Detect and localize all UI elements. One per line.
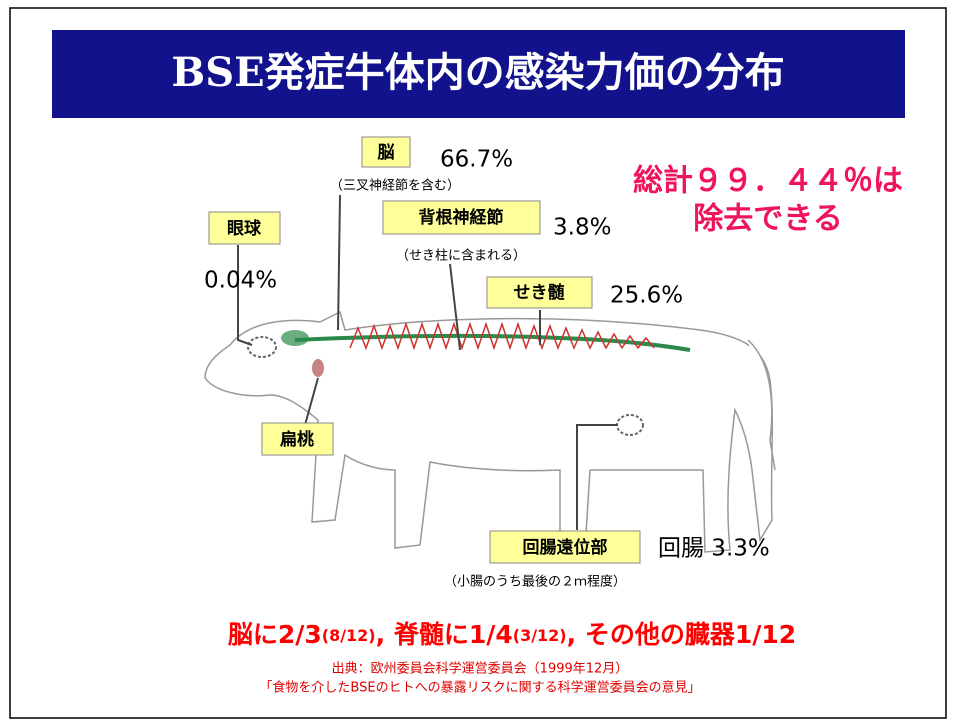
label-name: 回腸遠位部: [523, 537, 608, 558]
label-name: 脳: [378, 143, 395, 163]
source-line: 「食物を介したBSEのヒトへの暴露リスクに関する科学運営委員会の意見」: [259, 680, 700, 696]
label-note: （三叉神経節を含む）: [330, 178, 460, 194]
summary-part: 脳に2/3: [228, 620, 322, 649]
title: BSE発症牛体内の感染力価の分布: [171, 49, 784, 96]
label-value: 25.6%: [610, 283, 683, 309]
label-note: （小腸のうち最後の２ｍ程度）: [444, 574, 626, 590]
leader-line: [338, 195, 340, 330]
summary: 脳に2/3(8/12), 脊髄に1/4(3/12), その他の臓器1/12: [228, 620, 796, 649]
summary-part: , 脊髄に1/4: [376, 620, 513, 649]
label-value: 66.7%: [440, 147, 513, 173]
source-line: 出典：欧州委員会科学運営委員会（1999年12月）: [332, 661, 629, 677]
label-value: 3.8%: [553, 215, 611, 241]
label-name: 背根神経節: [419, 207, 504, 228]
summary-part: (8/12): [322, 626, 376, 645]
slide: BSE発症牛体内の感染力価の分布 脳 66.7% （三叉神経節を含む） 眼球 0…: [0, 0, 956, 723]
label-name: せき髄: [514, 282, 566, 303]
label-value: 回腸 3.3%: [658, 536, 770, 562]
total-line: 除去できる: [693, 202, 842, 237]
summary-part: , その他の臓器1/12: [567, 620, 797, 649]
summary-part: (3/12): [513, 626, 567, 645]
label-name: 眼球: [227, 219, 262, 239]
total-line: 総計９９．４４％は: [633, 164, 903, 199]
label-name: 扁桃: [280, 429, 314, 450]
label-value: 0.04%: [204, 268, 277, 294]
label-note: （せき柱に含まれる）: [396, 248, 526, 264]
